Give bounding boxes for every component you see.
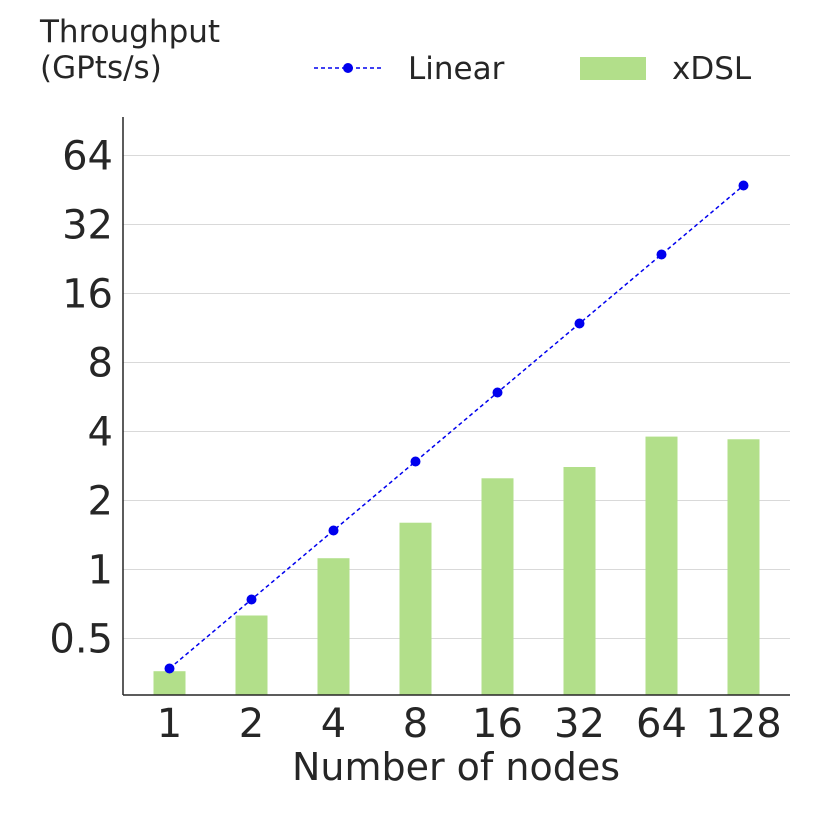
- x-tick-label: 32: [554, 701, 605, 747]
- legend-label-xdsl: xDSL: [672, 51, 752, 87]
- linear-point: [738, 180, 749, 191]
- bar-xdsl: [563, 467, 596, 695]
- x-axis-title: Number of nodes: [292, 745, 620, 789]
- y-tick-label: 4: [88, 410, 113, 456]
- linear-point: [328, 525, 339, 536]
- x-tick-label: 1: [157, 701, 182, 747]
- linear-point: [164, 663, 175, 674]
- y-tick-label: 2: [88, 479, 113, 525]
- y-tick-label: 16: [62, 272, 113, 318]
- xdsl-bars: [153, 436, 760, 695]
- y-axis-title: Throughput (GPts/s): [40, 14, 220, 86]
- linear-point: [410, 456, 421, 467]
- linear-point: [246, 594, 257, 605]
- x-tick-label: 16: [472, 701, 523, 747]
- x-tick-label: 64: [636, 701, 687, 747]
- x-tick-label: 2: [239, 701, 264, 747]
- grid-lines: [123, 155, 790, 639]
- y-axis-title-line-2: (GPts/s): [40, 50, 162, 86]
- bar-xdsl: [399, 522, 432, 695]
- linear-line: [169, 184, 744, 670]
- y-tick-label: 32: [62, 203, 113, 249]
- legend-linear-marker: [343, 63, 353, 73]
- y-tick-label: 8: [88, 341, 113, 387]
- x-tick-label: 4: [321, 701, 346, 747]
- x-tick-labels: 1 2 4 8 16 32 64 128: [157, 701, 782, 747]
- bar-xdsl: [645, 436, 678, 695]
- linear-point: [574, 318, 585, 329]
- axes: [122, 117, 790, 696]
- bar-xdsl: [317, 558, 350, 695]
- y-axis-title-line-1: Throughput: [40, 14, 221, 50]
- legend-label-linear: Linear: [408, 51, 505, 87]
- bar-xdsl: [481, 478, 514, 695]
- y-tick-label: 0.5: [49, 617, 113, 663]
- y-tick-labels: 0.5 1 2 4 8 16 32 64: [49, 134, 113, 663]
- y-tick-label: 64: [62, 134, 113, 180]
- linear-series: [164, 180, 749, 674]
- y-tick-label: 1: [88, 548, 113, 594]
- bar-xdsl: [235, 615, 268, 695]
- bar-xdsl: [727, 439, 760, 695]
- linear-point: [492, 387, 503, 398]
- bar-xdsl: [153, 671, 186, 695]
- linear-point: [656, 249, 667, 260]
- x-tick-label: 8: [403, 701, 428, 747]
- legend-xdsl-swatch: [580, 57, 646, 80]
- legend: Linear xDSL: [314, 51, 752, 87]
- x-tick-label: 128: [705, 701, 781, 747]
